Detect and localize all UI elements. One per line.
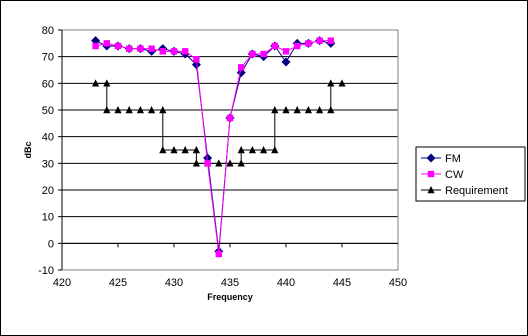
data-point xyxy=(191,60,201,70)
data-point xyxy=(114,106,122,114)
y-tick-label: 20 xyxy=(42,185,54,197)
data-point xyxy=(193,56,200,63)
series-line xyxy=(95,82,342,164)
data-point xyxy=(170,146,178,154)
legend-label: Requirement xyxy=(445,185,508,197)
data-point xyxy=(271,42,278,50)
x-tick-label: 430 xyxy=(165,277,183,289)
data-point xyxy=(327,106,335,114)
data-point xyxy=(126,45,133,52)
data-point xyxy=(103,40,110,47)
y-tick-label: 30 xyxy=(42,158,54,170)
series-layer xyxy=(91,36,346,258)
data-point xyxy=(92,42,99,50)
y-tick-label: 10 xyxy=(42,212,54,224)
x-tick-label: 445 xyxy=(333,277,351,289)
x-axis-title: Frequency xyxy=(207,292,253,302)
y-tick-label: 0 xyxy=(48,238,54,250)
data-point xyxy=(237,146,245,154)
legend-item: FM xyxy=(421,153,461,165)
data-point xyxy=(271,146,279,154)
data-point xyxy=(338,79,346,87)
tick-labels: -10 0 10 20 30 40 50 60 70 80 420 425 430 435 440 445 45… xyxy=(38,25,407,289)
plot-border xyxy=(61,29,399,271)
legend-label: CW xyxy=(445,169,464,181)
data-point xyxy=(148,106,156,114)
x-tick-label: 425 xyxy=(109,277,127,289)
data-point xyxy=(316,37,323,44)
data-point xyxy=(327,79,335,87)
data-point xyxy=(238,64,245,71)
y-tick-label: -10 xyxy=(38,265,54,277)
y-tick-label: 70 xyxy=(42,52,54,64)
data-point xyxy=(103,106,111,114)
data-point xyxy=(260,146,268,154)
y-axis-title: dBc xyxy=(23,141,33,158)
data-point xyxy=(271,106,279,114)
data-point xyxy=(260,50,267,58)
y-tick-label: 40 xyxy=(42,132,54,144)
data-point xyxy=(281,57,291,67)
data-point xyxy=(92,79,100,87)
data-point xyxy=(282,106,290,114)
data-point xyxy=(137,45,144,52)
x-tick-label: 440 xyxy=(277,277,295,289)
data-point xyxy=(170,48,178,55)
data-point xyxy=(316,106,324,114)
data-point xyxy=(226,114,234,122)
data-point xyxy=(215,250,222,258)
data-point xyxy=(282,48,290,55)
data-point xyxy=(182,48,189,55)
x-tick-label: 435 xyxy=(221,277,239,289)
y-tick-label: 60 xyxy=(42,78,54,90)
data-point xyxy=(304,106,312,114)
data-point xyxy=(192,159,200,167)
data-point xyxy=(248,146,256,154)
series-cw xyxy=(92,37,334,258)
data-point xyxy=(249,50,256,58)
data-point xyxy=(226,159,234,167)
data-point xyxy=(136,106,144,114)
axes-layer xyxy=(58,29,399,271)
data-point xyxy=(103,79,111,87)
data-point xyxy=(327,37,334,44)
legend-label: FM xyxy=(445,153,461,165)
grid-lines xyxy=(62,29,398,271)
data-point xyxy=(237,159,245,167)
legend-item: Requirement xyxy=(421,185,508,197)
y-tick-label: 50 xyxy=(42,105,54,117)
data-point xyxy=(236,68,246,78)
data-point xyxy=(181,146,189,154)
data-point xyxy=(192,146,200,154)
data-point xyxy=(114,42,122,50)
data-point xyxy=(215,159,223,167)
data-point xyxy=(204,160,211,167)
data-point xyxy=(159,146,167,154)
legend-marker xyxy=(426,153,436,163)
series-fm xyxy=(91,36,336,256)
series-line xyxy=(95,40,331,252)
series-requirement xyxy=(92,79,346,167)
x-tick-label: 420 xyxy=(53,277,71,289)
data-point xyxy=(125,106,133,114)
legend-item: CW xyxy=(421,169,464,181)
data-point xyxy=(159,48,166,55)
data-point xyxy=(293,106,301,114)
data-point xyxy=(148,45,155,52)
legend-marker xyxy=(427,186,435,194)
data-point xyxy=(294,42,301,50)
series-line xyxy=(95,40,331,255)
legend: FM CW Requirement xyxy=(415,146,526,202)
legend-marker xyxy=(427,170,435,178)
y-tick-label: 80 xyxy=(42,25,54,37)
x-tick-label: 450 xyxy=(389,277,407,289)
data-point xyxy=(159,106,167,114)
data-point xyxy=(305,40,312,47)
